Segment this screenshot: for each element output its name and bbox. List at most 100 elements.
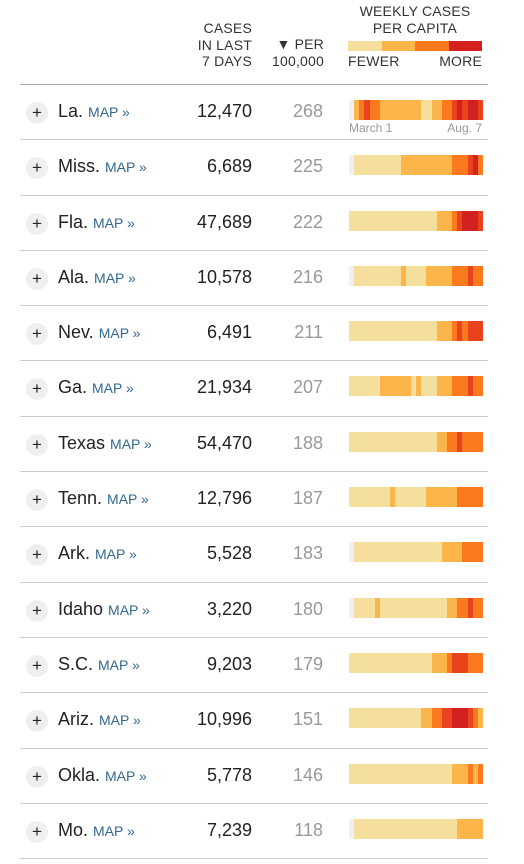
heat-cell bbox=[421, 431, 427, 452]
expand-row-button[interactable]: + bbox=[26, 765, 48, 788]
state-cell: Mo. MAP » bbox=[58, 820, 135, 841]
heat-cell bbox=[400, 155, 406, 176]
heat-cell bbox=[426, 100, 432, 120]
map-link[interactable]: MAP » bbox=[110, 435, 152, 452]
heat-cell bbox=[421, 818, 427, 839]
expand-row-button[interactable]: + bbox=[26, 710, 48, 733]
heat-cell bbox=[472, 210, 478, 231]
heat-cell bbox=[379, 542, 386, 563]
heat-cell bbox=[379, 597, 386, 618]
per-capita-sort-header[interactable]: ▼ PER 100,000 bbox=[256, 36, 324, 69]
expand-row-button[interactable]: + bbox=[26, 654, 48, 677]
expand-row-button[interactable]: + bbox=[26, 378, 48, 401]
heat-cell bbox=[400, 265, 406, 286]
table-row: + Ark. MAP » 5,528 183 bbox=[20, 527, 488, 583]
map-link[interactable]: MAP » bbox=[107, 491, 149, 508]
heat-cell bbox=[477, 431, 484, 452]
heat-cell bbox=[400, 763, 406, 784]
heat-cell bbox=[359, 376, 365, 397]
heat-cell bbox=[421, 321, 427, 342]
per-100k-value: 151 bbox=[292, 709, 323, 730]
map-link[interactable]: MAP » bbox=[93, 822, 135, 839]
heat-cell bbox=[426, 818, 432, 839]
heat-cell bbox=[364, 376, 370, 397]
heat-cell bbox=[395, 487, 401, 508]
expand-row-button[interactable]: + bbox=[26, 212, 48, 235]
heat-cell bbox=[457, 763, 463, 784]
heat-cell bbox=[452, 376, 458, 397]
heat-cell bbox=[354, 487, 360, 508]
heat-cell bbox=[405, 597, 411, 618]
heat-cell bbox=[477, 100, 484, 120]
weekly-heat-strip bbox=[349, 542, 484, 563]
expand-row-button[interactable]: + bbox=[26, 599, 48, 622]
heat-cell bbox=[369, 652, 375, 673]
state-cell: Fla. MAP » bbox=[58, 212, 135, 233]
state-name: Texas bbox=[58, 432, 106, 453]
heat-cell bbox=[431, 376, 437, 397]
heat-cell bbox=[390, 321, 396, 342]
map-link[interactable]: MAP » bbox=[95, 546, 137, 563]
heat-cell bbox=[436, 376, 442, 397]
heat-cell bbox=[364, 487, 370, 508]
map-link[interactable]: MAP » bbox=[88, 104, 130, 120]
heat-cell bbox=[477, 487, 484, 508]
expand-row-button[interactable]: + bbox=[26, 323, 48, 346]
heat-cell bbox=[364, 763, 370, 784]
state-cell: Idaho MAP » bbox=[58, 599, 150, 620]
heat-cell bbox=[410, 321, 417, 342]
heat-cell bbox=[364, 321, 370, 342]
heat-cell bbox=[426, 708, 432, 729]
expand-row-button[interactable]: + bbox=[26, 544, 48, 567]
heat-cell bbox=[472, 100, 478, 120]
expand-row-button[interactable]: + bbox=[26, 102, 48, 124]
map-link[interactable]: MAP » bbox=[98, 656, 140, 673]
expand-row-button[interactable]: + bbox=[26, 157, 48, 180]
heat-cell bbox=[400, 376, 406, 397]
heat-cell bbox=[349, 431, 355, 452]
heat-cell bbox=[364, 431, 370, 452]
state-name: S.C. bbox=[58, 653, 94, 674]
heat-cell bbox=[462, 652, 468, 673]
map-link[interactable]: MAP » bbox=[98, 325, 141, 342]
state-name: Mo. bbox=[58, 819, 89, 840]
heat-cell bbox=[452, 487, 458, 508]
map-link[interactable]: MAP » bbox=[108, 601, 150, 618]
expand-row-button[interactable]: + bbox=[26, 267, 48, 290]
heat-cell bbox=[354, 265, 360, 286]
heat-cell bbox=[359, 210, 365, 231]
map-link[interactable]: MAP » bbox=[92, 380, 134, 397]
heat-cell bbox=[379, 487, 386, 508]
expand-row-button[interactable]: + bbox=[26, 820, 48, 843]
heat-cell bbox=[436, 763, 442, 784]
heat-cell bbox=[452, 763, 458, 784]
heat-cell bbox=[431, 652, 437, 673]
heat-cell bbox=[369, 376, 375, 397]
heat-cell bbox=[390, 376, 396, 397]
expand-row-button[interactable]: + bbox=[26, 433, 48, 456]
heat-cell bbox=[472, 155, 478, 176]
expand-row-button[interactable]: + bbox=[26, 489, 48, 512]
state-cell: Nev. MAP » bbox=[58, 322, 140, 343]
map-link[interactable]: MAP » bbox=[94, 269, 136, 286]
heat-cell bbox=[446, 376, 453, 397]
heat-cell bbox=[431, 542, 437, 563]
heat-cell bbox=[359, 818, 365, 839]
map-link[interactable]: MAP » bbox=[93, 214, 135, 231]
heat-cell bbox=[431, 265, 437, 286]
heat-cell bbox=[477, 210, 484, 231]
heat-cell bbox=[400, 818, 406, 839]
weekly-heat-strip bbox=[349, 818, 484, 839]
heat-cell bbox=[349, 597, 355, 618]
heat-cell bbox=[477, 376, 484, 397]
heat-cell bbox=[436, 597, 442, 618]
heat-cell bbox=[441, 652, 447, 673]
heat-cell bbox=[390, 487, 396, 508]
cases-column-header: CASES IN LAST 7 DAYS bbox=[180, 20, 252, 70]
heat-cell bbox=[441, 708, 447, 729]
map-link[interactable]: MAP » bbox=[105, 767, 147, 784]
heat-cell bbox=[354, 597, 360, 618]
state-name: Idaho bbox=[58, 598, 104, 619]
map-link[interactable]: MAP » bbox=[99, 712, 141, 729]
map-link[interactable]: MAP » bbox=[105, 159, 147, 176]
